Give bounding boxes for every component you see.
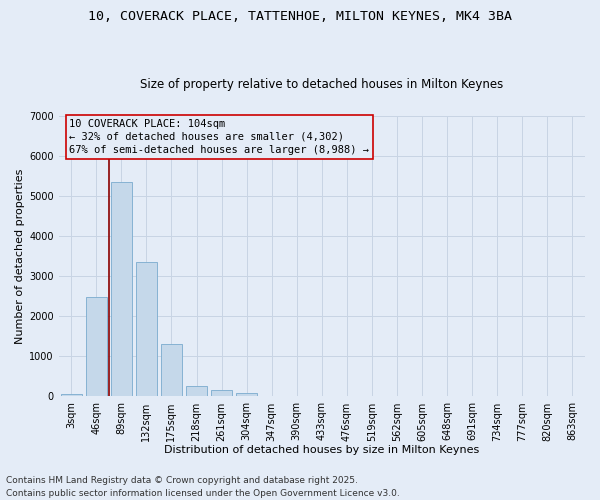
Bar xyxy=(161,344,182,397)
Text: 10, COVERACK PLACE, TATTENHOE, MILTON KEYNES, MK4 3BA: 10, COVERACK PLACE, TATTENHOE, MILTON KE… xyxy=(88,10,512,23)
Text: 10 COVERACK PLACE: 104sqm
← 32% of detached houses are smaller (4,302)
67% of se: 10 COVERACK PLACE: 104sqm ← 32% of detac… xyxy=(69,118,369,155)
Bar xyxy=(186,386,207,396)
Title: Size of property relative to detached houses in Milton Keynes: Size of property relative to detached ho… xyxy=(140,78,503,91)
Y-axis label: Number of detached properties: Number of detached properties xyxy=(15,168,25,344)
Bar xyxy=(211,390,232,396)
Bar xyxy=(86,297,107,396)
Text: Contains HM Land Registry data © Crown copyright and database right 2025.
Contai: Contains HM Land Registry data © Crown c… xyxy=(6,476,400,498)
Bar xyxy=(61,394,82,396)
X-axis label: Distribution of detached houses by size in Milton Keynes: Distribution of detached houses by size … xyxy=(164,445,479,455)
Bar xyxy=(136,262,157,396)
Bar xyxy=(110,182,132,396)
Bar xyxy=(236,394,257,396)
